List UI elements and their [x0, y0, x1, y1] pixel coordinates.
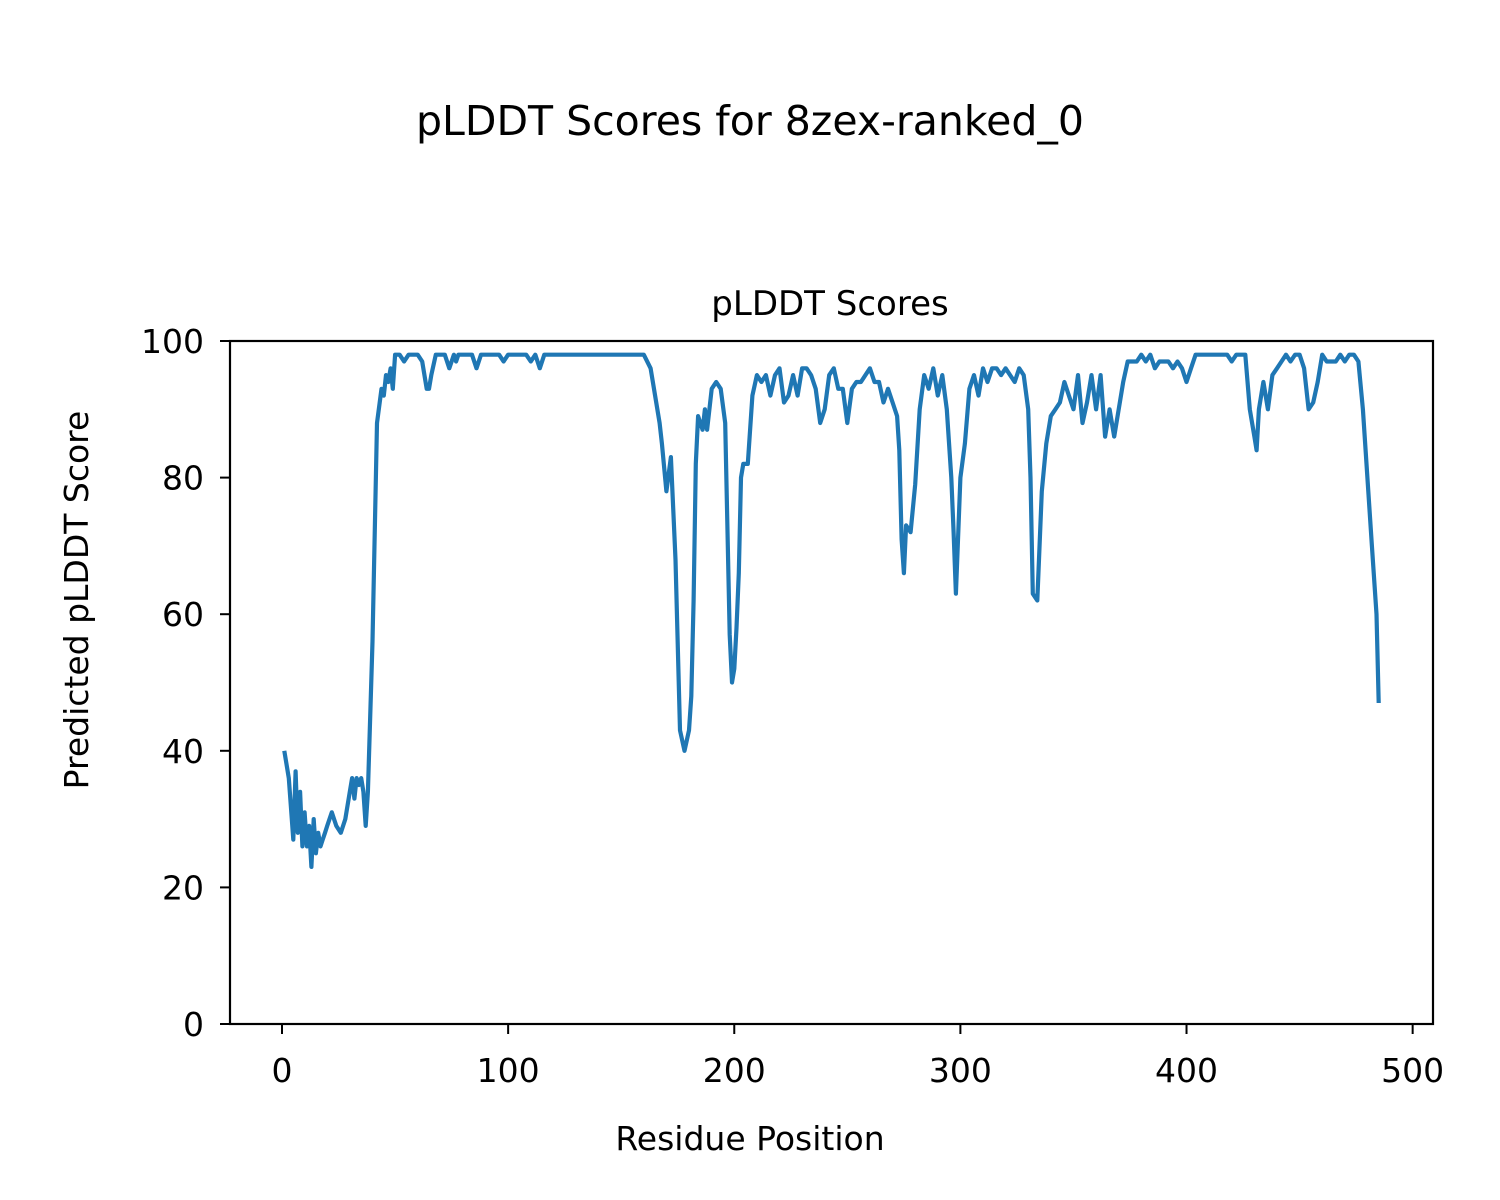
- x-tick-label: 200: [703, 1051, 766, 1090]
- plot-area: [228, 339, 1435, 1026]
- figure-suptitle: pLDDT Scores for 8zex-ranked_0: [416, 97, 1084, 145]
- x-tick-label: 400: [1155, 1051, 1218, 1090]
- x-tick-label: 0: [272, 1051, 293, 1090]
- axes-title: pLDDT Scores: [711, 284, 948, 324]
- series-line: [282, 352, 1381, 870]
- y-tick-label: 20: [162, 868, 204, 907]
- x-tick-label: 300: [929, 1051, 992, 1090]
- axes-frame: [228, 339, 1435, 1026]
- y-axis-ticks: 0 20 40 60 80 100: [141, 322, 230, 1044]
- y-tick-label: 80: [162, 459, 204, 498]
- x-axis-label: Residue Position: [615, 1119, 884, 1158]
- y-tick-label: 60: [162, 595, 204, 634]
- x-tick-label: 500: [1381, 1051, 1444, 1090]
- y-axis-label: Predicted pLDDT Score: [57, 411, 96, 790]
- x-axis-ticks: 0 100 200 300 400 500: [272, 1024, 1444, 1090]
- y-tick-label: 100: [141, 322, 204, 361]
- y-tick-label: 40: [162, 732, 204, 771]
- series-line-layer: [282, 352, 1381, 870]
- y-tick-label: 0: [183, 1005, 204, 1044]
- x-tick-label: 100: [477, 1051, 540, 1090]
